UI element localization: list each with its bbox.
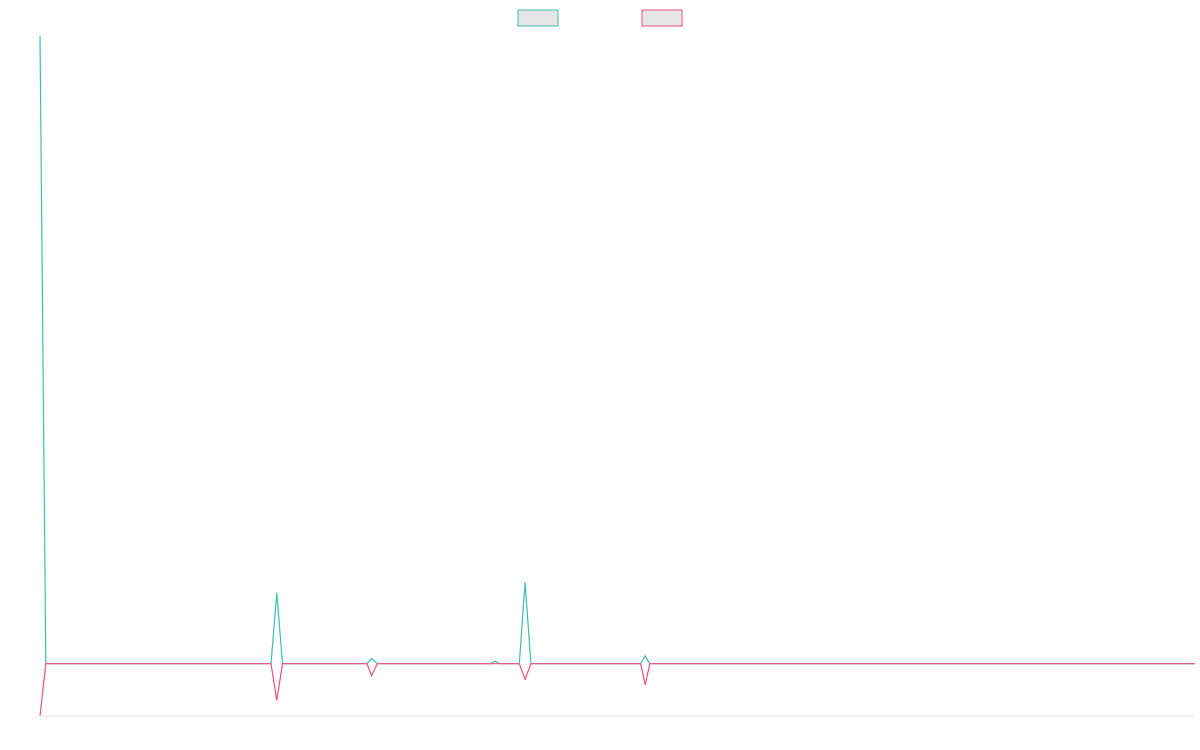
legend [517,9,683,27]
legend-swatch-2[interactable] [641,9,683,27]
series-line-2 [39,663,1195,717]
legend-swatch-1[interactable] [517,9,559,27]
series-layer [39,35,1195,717]
series-line-1 [39,35,1195,665]
